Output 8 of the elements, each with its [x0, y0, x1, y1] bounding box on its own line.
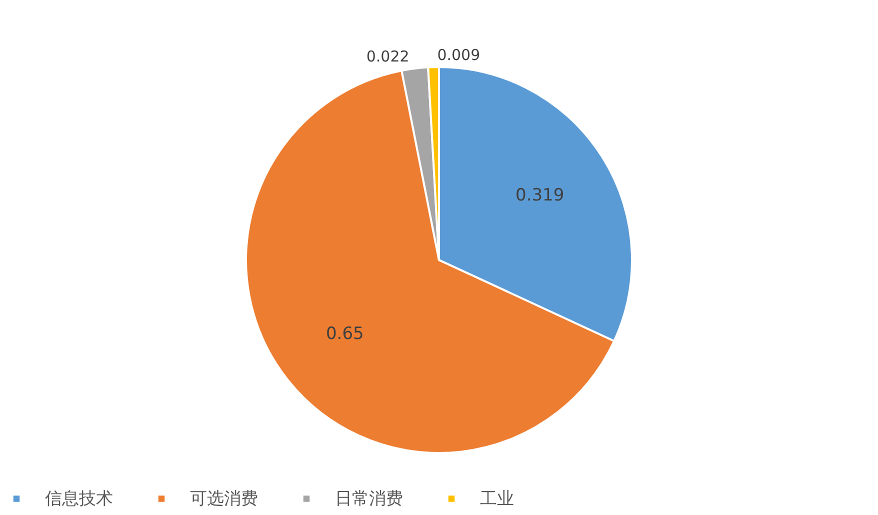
legend-label: 工业 — [480, 488, 514, 509]
data-label: 0.022 — [366, 48, 410, 66]
legend-label: 日常消费 — [335, 488, 403, 509]
legend-label: 信息技术 — [45, 488, 113, 509]
data-label: 0.319 — [515, 186, 564, 206]
data-label: 0.009 — [437, 46, 480, 64]
data-label: 0.65 — [326, 324, 364, 344]
legend-label: 可选消费 — [190, 488, 258, 509]
